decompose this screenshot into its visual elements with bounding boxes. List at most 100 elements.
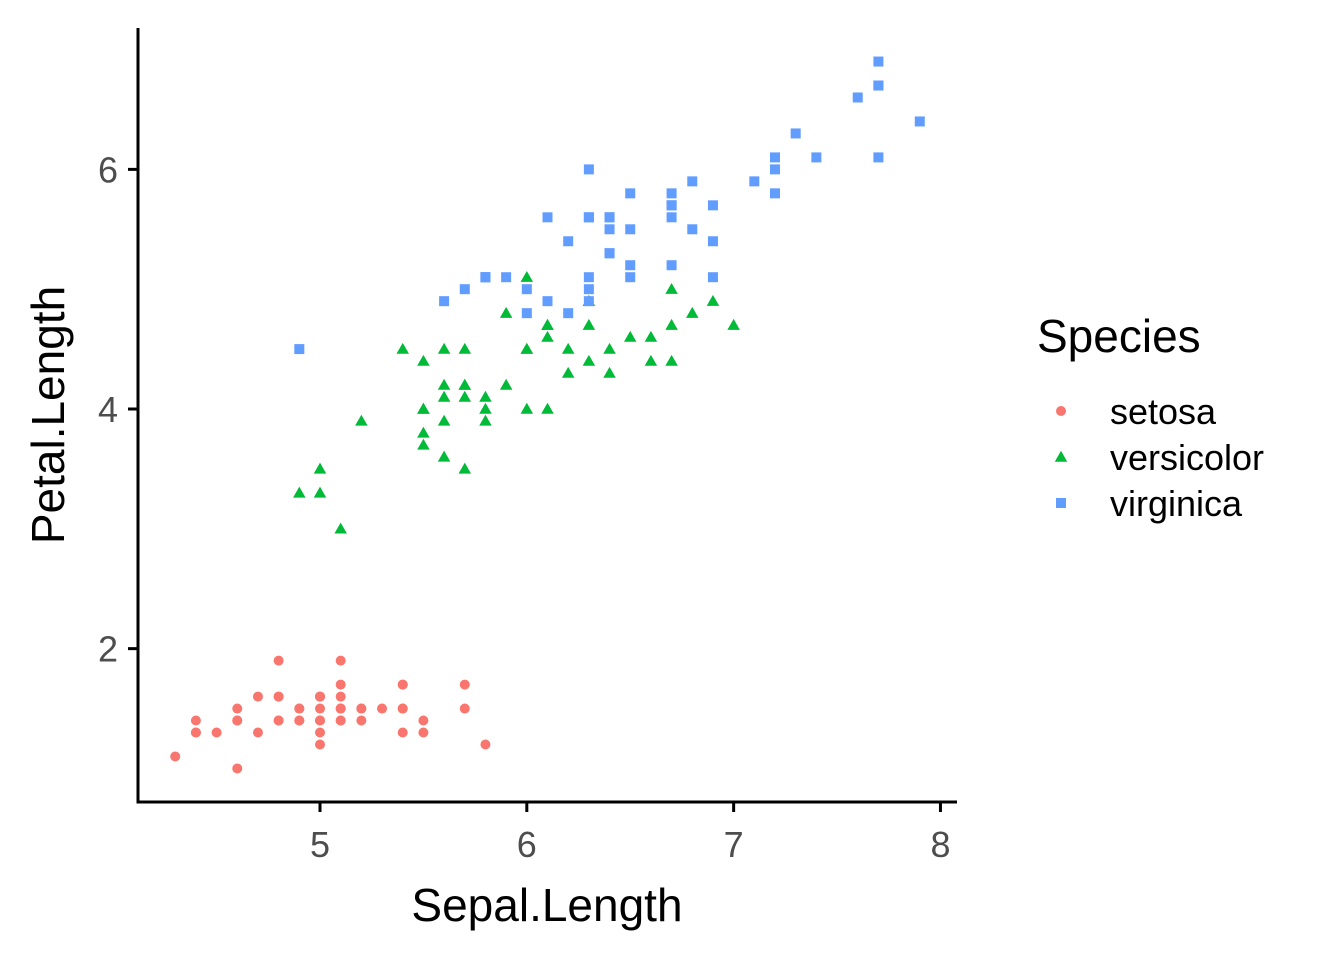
data-point-versicolor bbox=[603, 342, 616, 354]
data-point-setosa bbox=[335, 691, 346, 702]
data-point-setosa bbox=[397, 727, 408, 738]
data-point-setosa bbox=[315, 727, 325, 738]
data-point-versicolor bbox=[437, 414, 451, 426]
y-tick-label: 6 bbox=[98, 149, 118, 190]
data-point-versicolor bbox=[499, 306, 513, 318]
data-point-versicolor bbox=[313, 462, 327, 474]
x-axis-title: Sepal.Length bbox=[411, 879, 682, 931]
data-point-virginica bbox=[707, 272, 718, 283]
data-point-versicolor bbox=[541, 318, 554, 330]
data-point-virginica bbox=[873, 56, 884, 67]
data-point-versicolor bbox=[603, 366, 616, 378]
data-point-setosa bbox=[294, 715, 305, 726]
data-point-versicolor bbox=[293, 486, 306, 498]
data-point-versicolor bbox=[458, 390, 472, 402]
data-point-versicolor bbox=[686, 306, 699, 318]
data-point-setosa bbox=[232, 763, 243, 774]
data-point-setosa bbox=[397, 679, 408, 690]
data-point-virginica bbox=[459, 284, 470, 295]
data-point-setosa bbox=[397, 703, 408, 714]
data-point-versicolor bbox=[665, 354, 678, 366]
data-point-virginica bbox=[666, 188, 677, 199]
data-point-virginica bbox=[770, 152, 780, 163]
data-point-versicolor bbox=[313, 486, 327, 498]
legend-key-versicolor bbox=[1054, 450, 1068, 462]
data-point-virginica bbox=[583, 296, 594, 307]
data-point-versicolor bbox=[561, 342, 575, 354]
data-point-versicolor bbox=[727, 318, 740, 330]
x-axis-ticks: 5 6 7 8 bbox=[310, 802, 950, 865]
data-point-virginica bbox=[770, 188, 780, 199]
points-layer bbox=[170, 56, 925, 774]
legend: Species setosa versicolor virginica bbox=[1037, 310, 1264, 524]
data-point-setosa bbox=[294, 703, 305, 714]
legend-key-setosa bbox=[1056, 406, 1066, 416]
data-point-virginica bbox=[707, 236, 718, 247]
data-point-setosa bbox=[335, 655, 346, 666]
data-point-setosa bbox=[190, 715, 201, 726]
x-tick-label: 7 bbox=[724, 824, 744, 865]
data-point-versicolor bbox=[541, 330, 554, 342]
data-point-setosa bbox=[232, 715, 243, 726]
data-point-virginica bbox=[707, 200, 718, 211]
data-point-setosa bbox=[418, 727, 429, 738]
data-point-versicolor bbox=[499, 378, 513, 390]
data-point-virginica bbox=[811, 152, 822, 163]
data-point-versicolor bbox=[479, 402, 492, 414]
data-point-versicolor bbox=[479, 414, 492, 426]
data-point-virginica bbox=[625, 272, 636, 283]
x-tick-label: 5 bbox=[310, 824, 330, 865]
data-point-virginica bbox=[790, 128, 801, 139]
legend-label-setosa: setosa bbox=[1110, 391, 1217, 432]
data-point-setosa bbox=[252, 727, 263, 738]
legend-label-virginica: virginica bbox=[1110, 483, 1243, 524]
x-tick-label: 6 bbox=[517, 824, 537, 865]
legend-items: setosa versicolor virginica bbox=[1054, 391, 1264, 524]
y-axis-ticks: 2 4 6 bbox=[98, 149, 138, 670]
data-point-virginica bbox=[563, 308, 574, 319]
data-point-versicolor bbox=[644, 354, 658, 366]
legend-title: Species bbox=[1037, 310, 1201, 362]
data-point-setosa bbox=[418, 715, 429, 726]
data-point-versicolor bbox=[520, 402, 534, 414]
data-point-versicolor bbox=[520, 270, 534, 282]
data-point-setosa bbox=[335, 703, 346, 714]
data-point-virginica bbox=[583, 284, 594, 295]
data-point-setosa bbox=[315, 739, 325, 750]
data-point-versicolor bbox=[458, 342, 472, 354]
x-tick-label: 8 bbox=[930, 824, 950, 865]
data-point-setosa bbox=[356, 715, 367, 726]
data-point-versicolor bbox=[582, 354, 596, 366]
data-point-versicolor bbox=[437, 450, 451, 462]
data-point-versicolor bbox=[541, 402, 554, 414]
data-point-setosa bbox=[273, 655, 284, 666]
data-point-versicolor bbox=[417, 402, 430, 414]
data-point-setosa bbox=[252, 691, 263, 702]
data-point-virginica bbox=[852, 92, 863, 103]
data-point-virginica bbox=[666, 212, 677, 223]
data-point-virginica bbox=[604, 212, 615, 223]
data-point-versicolor bbox=[706, 294, 720, 306]
data-point-virginica bbox=[687, 176, 698, 187]
data-point-setosa bbox=[273, 691, 284, 702]
data-point-virginica bbox=[542, 212, 553, 223]
data-point-virginica bbox=[501, 272, 512, 283]
data-point-versicolor bbox=[582, 318, 596, 330]
data-point-setosa bbox=[232, 703, 243, 714]
data-point-setosa bbox=[356, 703, 367, 714]
data-point-setosa bbox=[459, 703, 470, 714]
data-point-versicolor bbox=[355, 414, 368, 426]
data-point-setosa bbox=[273, 715, 284, 726]
data-point-setosa bbox=[335, 715, 346, 726]
data-point-versicolor bbox=[561, 366, 575, 378]
data-point-virginica bbox=[666, 200, 677, 211]
data-point-versicolor bbox=[623, 330, 637, 342]
data-point-versicolor bbox=[520, 342, 534, 354]
y-axis-title: Petal.Length bbox=[22, 286, 74, 544]
data-point-virginica bbox=[873, 80, 884, 91]
data-point-virginica bbox=[294, 344, 305, 355]
data-point-setosa bbox=[459, 679, 470, 690]
data-point-versicolor bbox=[665, 318, 678, 330]
data-point-versicolor bbox=[458, 462, 472, 474]
